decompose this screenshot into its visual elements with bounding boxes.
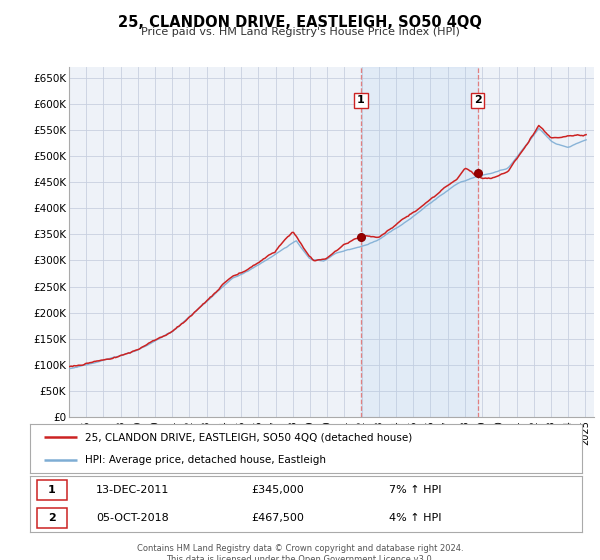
Text: 25, CLANDON DRIVE, EASTLEIGH, SO50 4QQ (detached house): 25, CLANDON DRIVE, EASTLEIGH, SO50 4QQ (…: [85, 432, 412, 442]
Text: Contains HM Land Registry data © Crown copyright and database right 2024.
This d: Contains HM Land Registry data © Crown c…: [137, 544, 463, 560]
Text: 1: 1: [357, 95, 365, 105]
Text: £467,500: £467,500: [251, 513, 304, 523]
Bar: [361, 67, 478, 417]
Text: 4% ↑ HPI: 4% ↑ HPI: [389, 513, 442, 523]
Text: Price paid vs. HM Land Registry's House Price Index (HPI): Price paid vs. HM Land Registry's House …: [140, 27, 460, 37]
Text: 1: 1: [47, 485, 55, 495]
Text: 25, CLANDON DRIVE, EASTLEIGH, SO50 4QQ: 25, CLANDON DRIVE, EASTLEIGH, SO50 4QQ: [118, 15, 482, 30]
Text: 05-OCT-2018: 05-OCT-2018: [96, 513, 169, 523]
Text: HPI: Average price, detached house, Eastleigh: HPI: Average price, detached house, East…: [85, 455, 326, 465]
Text: 2: 2: [474, 95, 482, 105]
Text: 7% ↑ HPI: 7% ↑ HPI: [389, 485, 442, 495]
Bar: [37, 480, 67, 500]
Text: £345,000: £345,000: [251, 485, 304, 495]
Bar: [37, 508, 67, 528]
Text: 2: 2: [47, 513, 55, 523]
Text: 13-DEC-2011: 13-DEC-2011: [96, 485, 170, 495]
